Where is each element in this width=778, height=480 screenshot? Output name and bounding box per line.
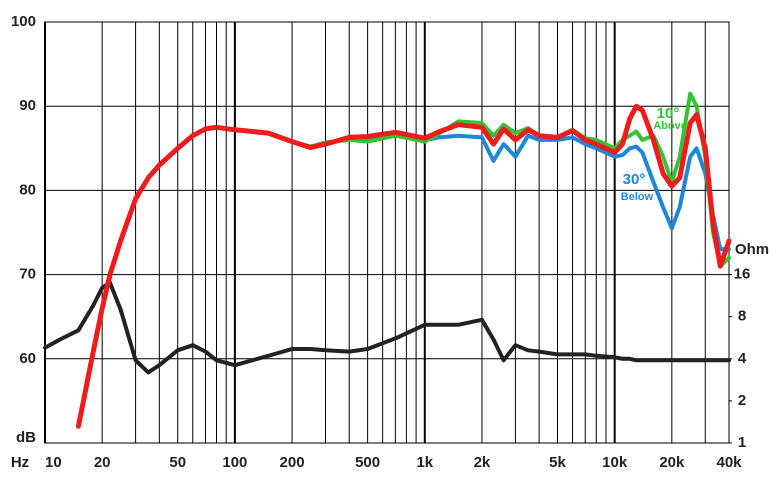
x-tick-label: 50 [169,454,186,471]
plot-border [44,21,730,444]
x-tick-label: 2k [474,454,491,471]
y2-tick-label: 16 [734,266,751,283]
x-tick-label: 500 [355,454,380,471]
y-tick-label: 80 [19,181,36,198]
annotation: 30° [623,171,646,188]
x-tick-label: 20k [659,454,685,471]
y-axis-unit: dB [16,429,36,446]
y-tick-label: 100 [11,13,36,30]
annotation: Above [653,120,687,132]
y2-tick-label: 8 [738,308,746,325]
x-tick-label: 40k [716,454,742,471]
x-axis-unit: Hz [11,454,29,471]
x-tick-label: 10k [602,454,628,471]
x-tick-label: 200 [280,454,305,471]
x-tick-label: 5k [549,454,566,471]
annotation: Below [621,191,654,203]
x-tick-label: 1k [416,454,433,471]
x-tick-label: 10 [45,454,62,471]
y-tick-label: 90 [19,97,36,114]
y2-axis-unit: Ohm [735,241,769,258]
series-line [75,103,732,429]
annotation: 10° [657,105,680,122]
y2-tick-label: 2 [738,392,746,409]
series-line [43,280,731,375]
y-tick-label: 60 [19,350,36,367]
y-tick-label: 70 [19,266,36,283]
x-tick-label: 20 [94,454,111,471]
x-tick-label: 100 [222,454,247,471]
y2-tick-label: 1 [738,434,746,451]
y2-tick-label: 4 [738,350,747,367]
